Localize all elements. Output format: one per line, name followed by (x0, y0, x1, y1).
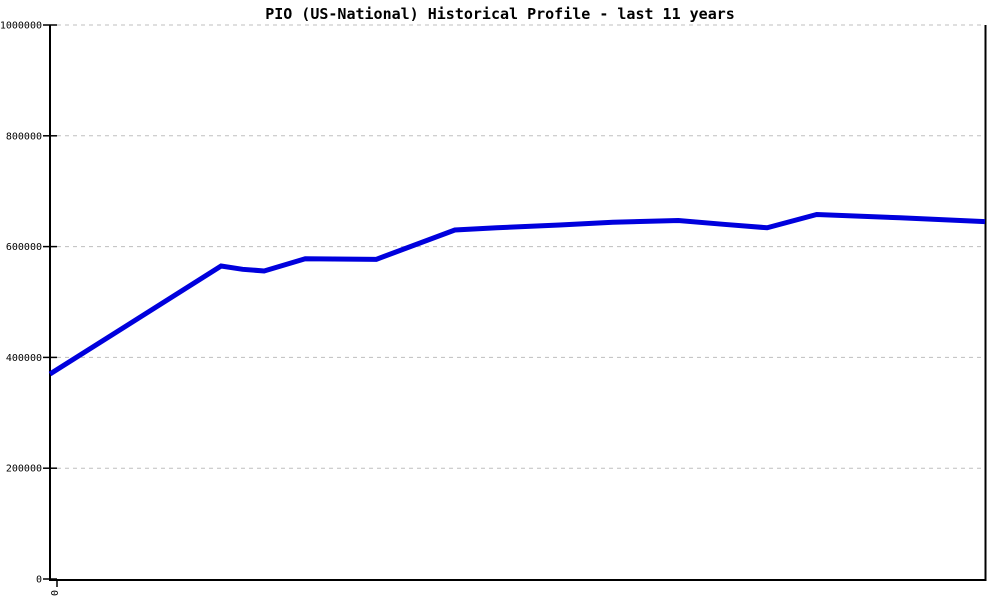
y-tick-label: 0 (36, 575, 42, 586)
y-tick-label: 800000 (6, 131, 42, 142)
y-tick-label: 1000000 (0, 21, 42, 32)
data-line (48, 211, 986, 377)
y-tick-label: 400000 (6, 353, 42, 364)
y-tick-label: 600000 (6, 242, 42, 253)
x-tick-label: 0 (50, 590, 61, 596)
chart-title: PIO (US-National) Historical Profile - l… (265, 5, 735, 23)
y-tick-label: 200000 (6, 464, 42, 475)
